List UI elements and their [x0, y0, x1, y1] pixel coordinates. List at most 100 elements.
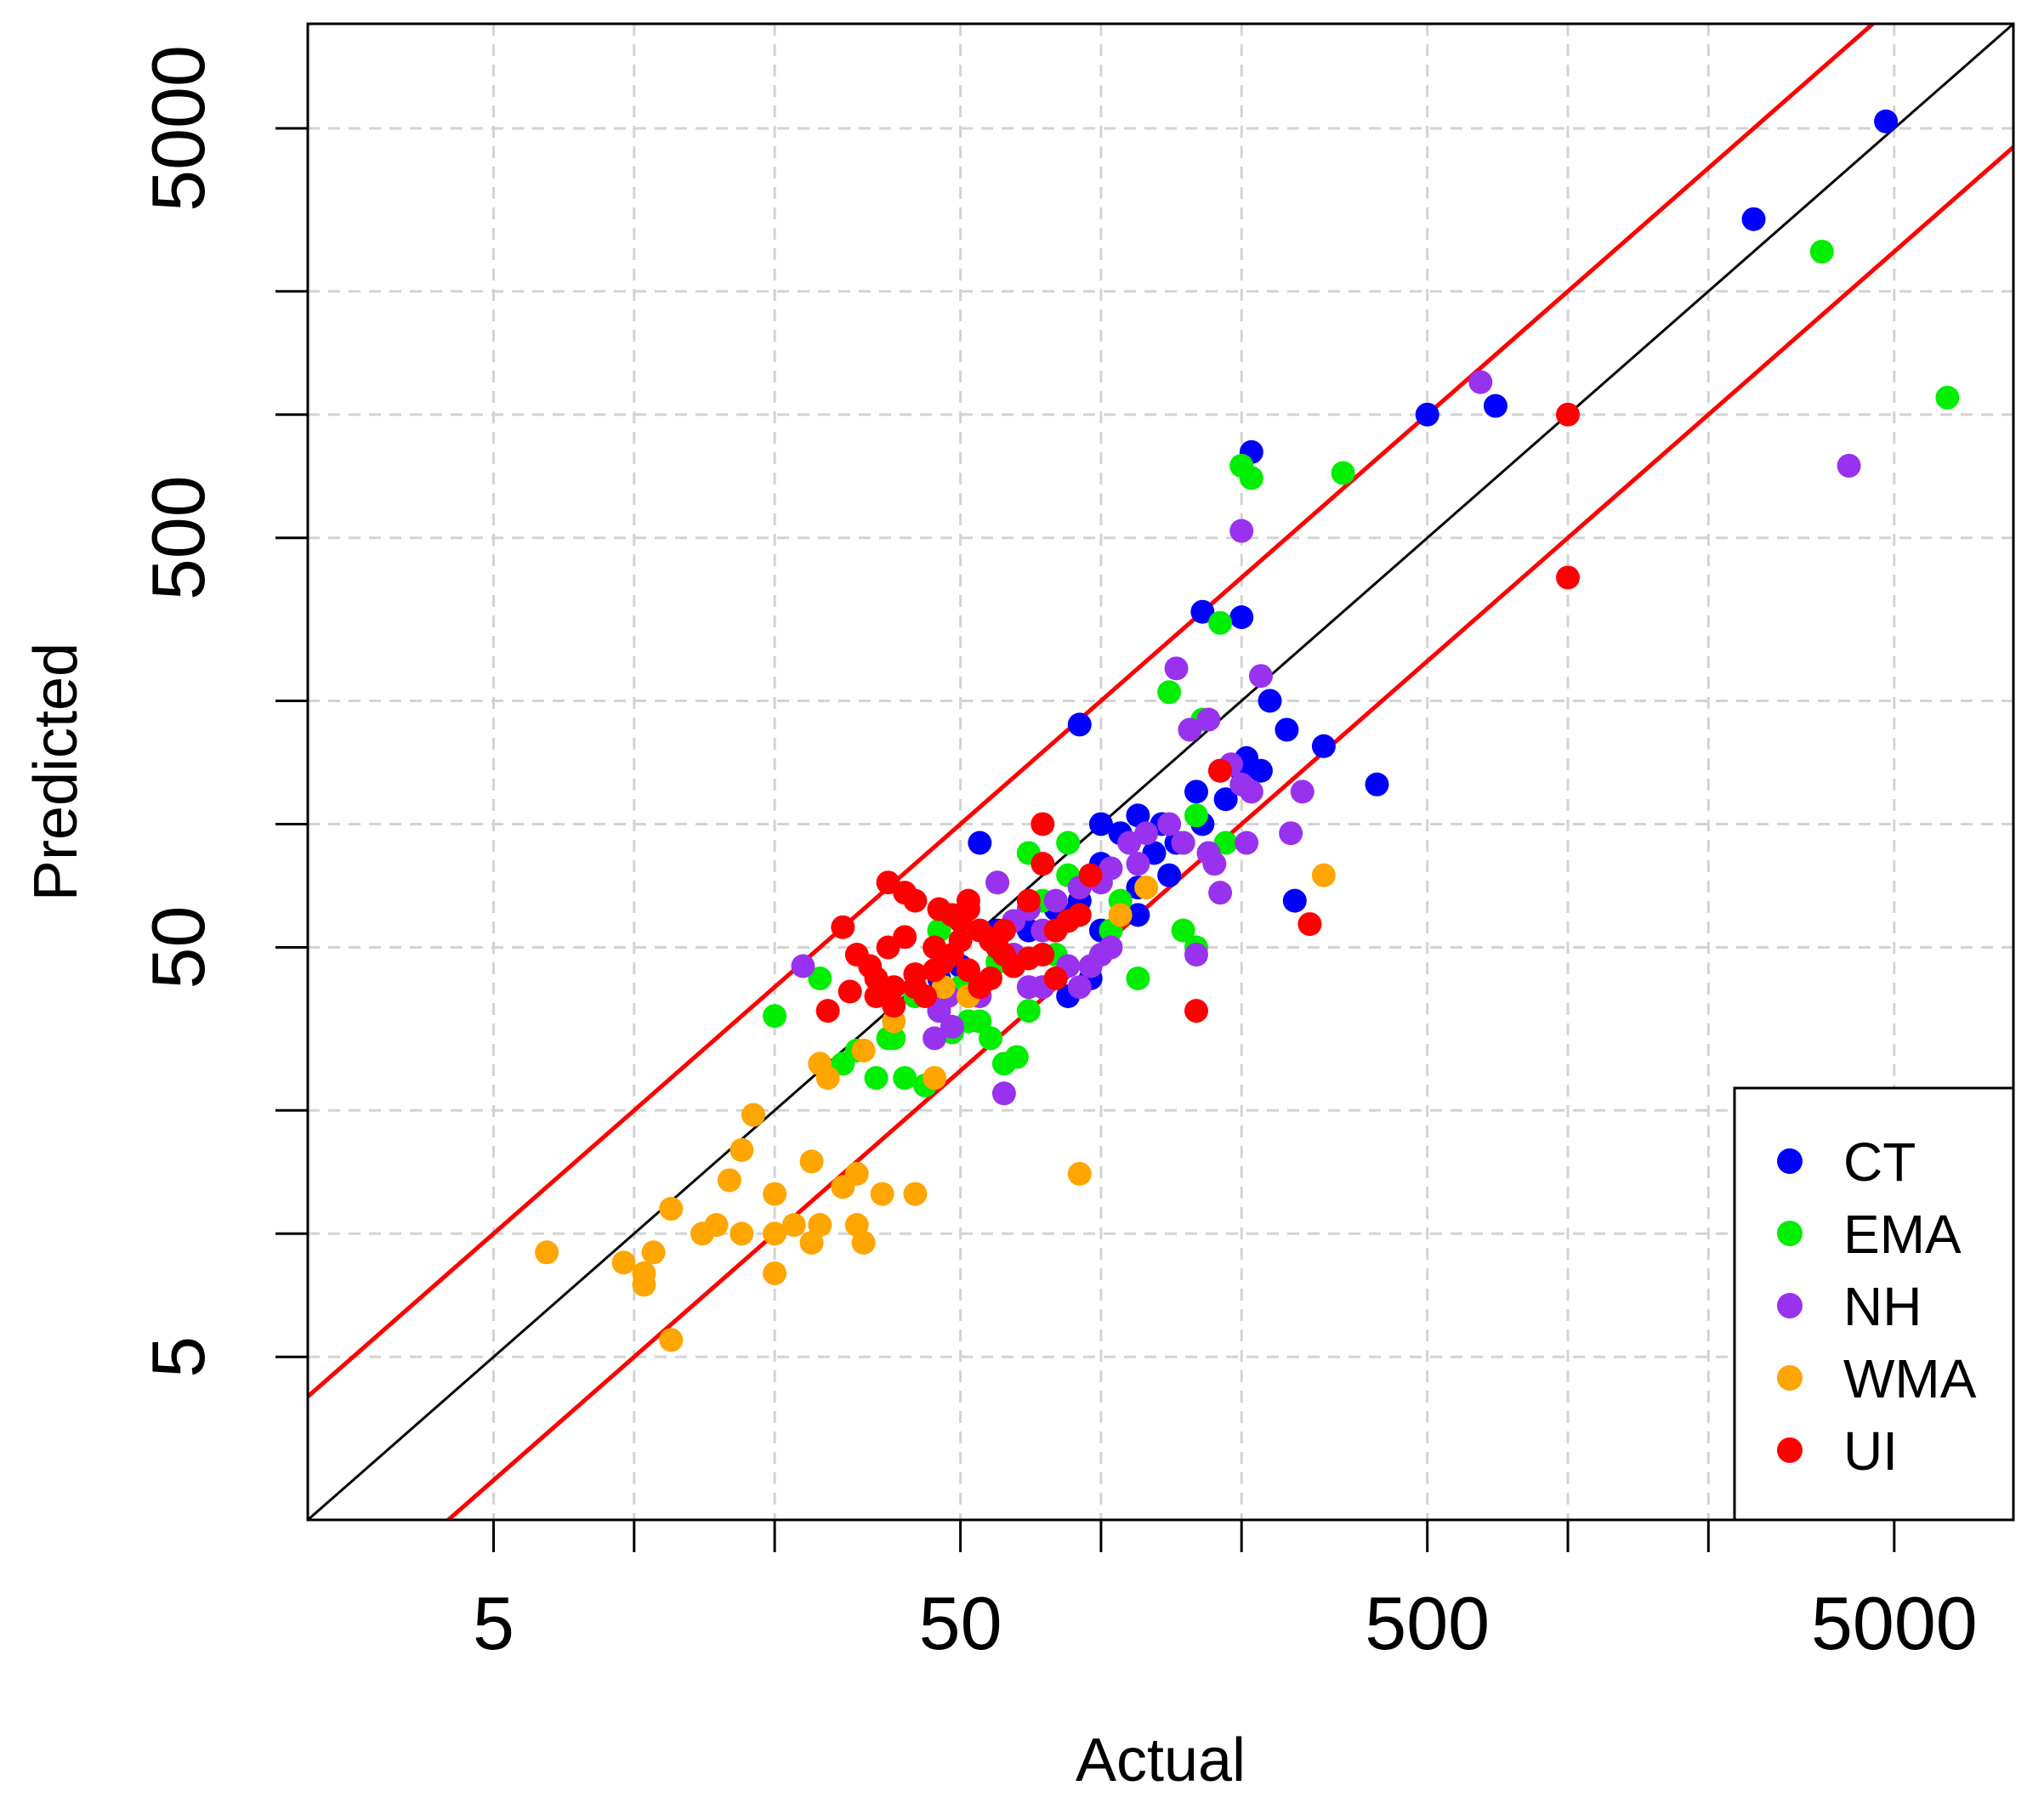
data-point-nh [1164, 656, 1189, 681]
y-tick-label: 500 [136, 475, 220, 600]
data-point-ema [1126, 966, 1150, 990]
data-point-ema [864, 1066, 889, 1091]
legend-marker-nh [1777, 1293, 1803, 1318]
data-point-ui [1067, 903, 1092, 927]
data-point-ui [913, 984, 938, 1008]
data-point-ema [808, 966, 832, 990]
data-point-nh [1196, 707, 1221, 732]
data-point-nh [1837, 453, 1861, 478]
data-point-wma [799, 1149, 824, 1174]
data-point-wma [659, 1328, 684, 1352]
data-point-wma [1311, 863, 1336, 887]
data-point-nh [1184, 943, 1208, 967]
data-point-ct [1067, 712, 1092, 737]
reference-line-lower-bound [445, 145, 2013, 1520]
data-point-ct [1741, 207, 1766, 231]
data-point-ct [1126, 803, 1150, 828]
data-point-ct [1229, 605, 1254, 630]
data-point-nh [1126, 852, 1150, 876]
data-point-ct [1213, 787, 1238, 812]
series-wma [535, 863, 1336, 1352]
data-points [535, 109, 1960, 1352]
y-axis: 5 50 500 5000 [136, 45, 308, 1378]
data-point-ui [948, 928, 973, 953]
data-point-ema [1056, 830, 1081, 855]
series-ct [903, 109, 1899, 1008]
data-point-wma [799, 1230, 824, 1255]
data-point-wma [611, 1250, 636, 1275]
data-point-nh [1043, 888, 1068, 913]
data-point-wma [741, 1103, 765, 1127]
data-point-ct [1126, 903, 1150, 927]
data-point-wma [844, 1161, 869, 1186]
data-point-ct [1874, 109, 1899, 133]
data-point-ct [1275, 717, 1299, 742]
data-point-ui [1031, 943, 1055, 967]
y-axis-title: Predicted [22, 643, 90, 901]
data-point-ct [1415, 402, 1439, 427]
data-point-ema [1004, 1045, 1029, 1069]
data-point-nh [1099, 935, 1123, 960]
x-tick-label: 5000 [1811, 1581, 1978, 1665]
data-point-ui [1016, 888, 1041, 913]
data-point-ema [1171, 918, 1195, 943]
data-point-ui [1556, 402, 1581, 427]
x-tick-label: 50 [919, 1581, 1002, 1665]
data-point-ema [1213, 830, 1238, 855]
data-point-wma [1134, 876, 1159, 900]
data-point-ema [763, 1004, 787, 1029]
x-axis: 5 50 500 5000 [473, 1520, 1978, 1665]
data-point-nh [1178, 717, 1202, 742]
data-point-wma [1108, 903, 1133, 927]
legend-label-ema: EMA [1843, 1204, 1962, 1265]
data-point-wma [704, 1213, 729, 1238]
data-point-wma [870, 1182, 894, 1206]
data-point-wma [1067, 1161, 1092, 1186]
data-point-nh [1067, 975, 1092, 1000]
data-point-nh [1239, 779, 1263, 804]
data-point-ct [968, 830, 992, 855]
data-point-ui [903, 888, 928, 913]
data-point-ui [815, 999, 840, 1023]
data-point-ct [1311, 734, 1336, 758]
data-point-ui [1297, 912, 1322, 937]
legend-label-ui: UI [1843, 1420, 1898, 1482]
data-point-wma [632, 1261, 656, 1285]
data-point-wma [923, 1066, 947, 1091]
data-point-ema [968, 1009, 992, 1034]
data-point-ui [1208, 758, 1233, 783]
data-point-ema [979, 1026, 1003, 1051]
data-point-nh [940, 1014, 964, 1039]
data-point-ct [1365, 772, 1389, 796]
legend: CT EMA NH WMA UI [1733, 1086, 2015, 1522]
data-point-nh [1208, 881, 1233, 905]
data-point-ct [1190, 599, 1215, 624]
data-point-nh [1248, 664, 1273, 689]
data-point-ct [1282, 888, 1307, 913]
data-point-ui [903, 962, 928, 987]
data-point-ui [1031, 852, 1055, 876]
data-point-ui [837, 979, 862, 1004]
data-point-ema [1016, 999, 1041, 1023]
data-point-nh [1468, 370, 1493, 394]
reference-lines [308, 24, 2013, 1520]
data-point-wma [781, 1213, 806, 1238]
data-point-nh [1196, 841, 1221, 865]
data-point-nh [1117, 830, 1142, 855]
data-point-ct [1258, 689, 1282, 713]
legend-marker-wma [1777, 1365, 1803, 1391]
data-point-ui [1184, 999, 1208, 1023]
x-tick-label: 5 [473, 1581, 514, 1665]
data-point-wma [730, 1137, 754, 1162]
data-point-ct [1088, 812, 1113, 836]
data-point-nh [991, 1081, 1016, 1106]
data-point-nh [985, 870, 1010, 895]
plot-frame [306, 22, 2015, 1522]
data-point-ui [923, 935, 947, 960]
reference-line-upper-bound [308, 24, 1877, 1398]
data-point-ui [1078, 863, 1103, 887]
data-point-nh [1229, 519, 1254, 543]
data-point-wma [903, 1182, 928, 1206]
data-point-nh [923, 1026, 947, 1051]
data-point-wma [763, 1182, 787, 1206]
